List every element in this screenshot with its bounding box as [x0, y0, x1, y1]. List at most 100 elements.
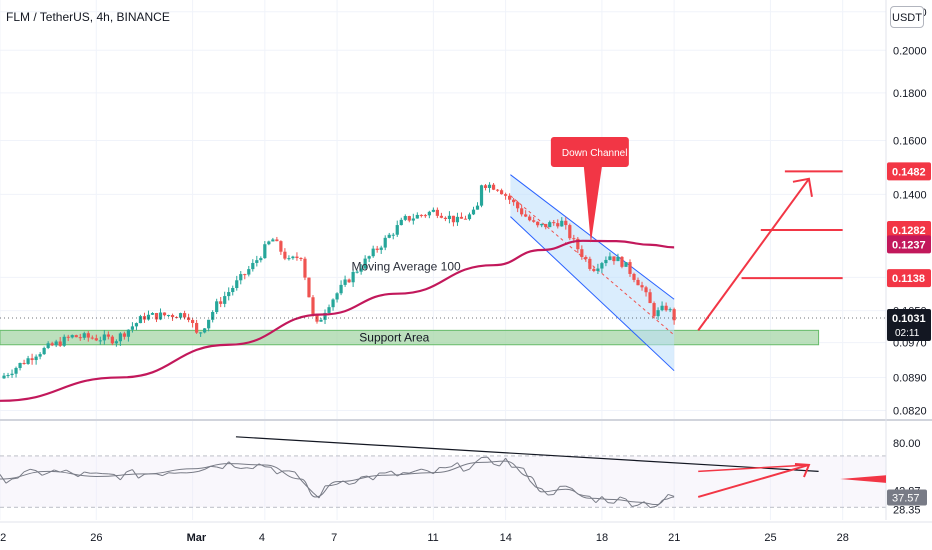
candle-body	[371, 248, 375, 257]
candle-body	[407, 216, 411, 221]
candle-body	[231, 288, 235, 293]
rsi-segment	[619, 496, 627, 500]
rsi-segment	[409, 470, 416, 474]
rsi-segment	[47, 469, 55, 474]
candle-body	[158, 312, 163, 320]
rsi-segment	[421, 468, 428, 472]
candle-body	[235, 280, 239, 289]
target-price-badge: 0.1138	[892, 273, 925, 285]
currency-unit-button[interactable]: USDT	[890, 6, 924, 28]
candle-body	[247, 269, 251, 275]
rsi-segment	[553, 486, 561, 495]
candle-body	[327, 307, 331, 313]
rsi-segment	[535, 486, 542, 490]
time-axis-label: 4	[259, 532, 265, 544]
candle-body	[275, 239, 279, 242]
candle-body	[134, 323, 139, 327]
rsi-trendline	[235, 436, 819, 472]
rsi-segment	[114, 474, 121, 481]
candle-body	[447, 215, 452, 220]
rsi-segment	[487, 456, 494, 465]
candle-body	[98, 340, 102, 342]
down-channel-lower-line	[510, 216, 675, 372]
candle-body	[287, 258, 291, 260]
candle-body	[552, 222, 556, 224]
candle-body	[130, 326, 135, 330]
candle-body	[271, 239, 275, 242]
rsi-axis-label: 80.00	[893, 438, 921, 450]
rsi-segment	[228, 461, 236, 468]
rsi-segment	[631, 504, 639, 508]
down-channel-label: Down Channel	[562, 148, 628, 159]
target-arrow-shaft	[697, 178, 810, 331]
candle-body	[423, 215, 427, 217]
candle-body	[170, 315, 175, 318]
candle-body	[628, 262, 632, 274]
candle-body	[331, 299, 335, 308]
candle-body	[70, 335, 74, 338]
price-axis-label: 0.1600	[893, 135, 927, 147]
rsi-axis-label: 28.35	[893, 504, 921, 516]
candle-body	[186, 317, 191, 321]
candle-body	[138, 316, 143, 324]
candle-body	[54, 341, 58, 346]
rsi-segment	[667, 493, 675, 497]
rsi-segment	[276, 470, 284, 475]
rsi-segment	[433, 467, 440, 475]
time-axis-label: 7	[331, 532, 337, 544]
rsi-segment	[54, 469, 61, 473]
rsi-segment	[300, 479, 308, 487]
candle-body	[475, 205, 480, 210]
rsi-segment	[565, 485, 572, 489]
candle-body	[307, 277, 311, 298]
rsi-segment	[156, 473, 163, 477]
candle-body	[182, 313, 187, 318]
rsi-segment	[17, 471, 25, 479]
candle-body	[375, 248, 379, 250]
rsi-segment	[23, 468, 31, 473]
rsi-segment	[312, 492, 320, 499]
rsi-arrow-upper	[698, 464, 809, 473]
rsi-segment	[523, 468, 531, 481]
rsi-segment	[240, 467, 247, 470]
rsi-segment	[493, 463, 500, 467]
candle-body	[576, 238, 580, 250]
rsi-segment	[35, 470, 43, 476]
rsi-segment	[5, 478, 13, 484]
candle-body	[359, 268, 363, 272]
candle-body	[311, 297, 315, 314]
candle-body	[415, 214, 419, 219]
time-axis-label: 28	[837, 532, 849, 544]
candle-body	[351, 271, 355, 283]
candle-body	[584, 256, 588, 259]
rsi-segment	[318, 485, 326, 499]
candle-body	[30, 358, 34, 361]
candle-body	[672, 309, 676, 321]
support-area-label: Support Area	[359, 331, 429, 345]
candle-body	[74, 335, 78, 338]
candle-body	[215, 301, 219, 313]
rsi-segment	[637, 501, 645, 506]
time-axis-label: Mar	[187, 532, 207, 544]
candle-body	[227, 292, 231, 297]
candle-body	[150, 313, 155, 315]
candle-body	[14, 367, 18, 374]
candle-body	[596, 268, 600, 272]
candle-body	[431, 209, 435, 212]
target-price-badge-bg	[887, 162, 931, 181]
rsi-segment	[607, 502, 614, 504]
rsi-segment	[222, 461, 230, 469]
candle-body	[267, 241, 271, 245]
candle-body	[58, 341, 62, 346]
candle-body	[335, 293, 339, 300]
candle-body	[568, 225, 572, 239]
rsi-segment	[649, 505, 657, 509]
candle-body	[303, 258, 307, 278]
candle-body	[66, 336, 70, 338]
time-axis-label: 11	[427, 532, 438, 544]
candle-body	[383, 237, 387, 248]
candle-body	[395, 225, 399, 235]
candle-body	[656, 310, 660, 317]
candle-body	[544, 223, 548, 228]
